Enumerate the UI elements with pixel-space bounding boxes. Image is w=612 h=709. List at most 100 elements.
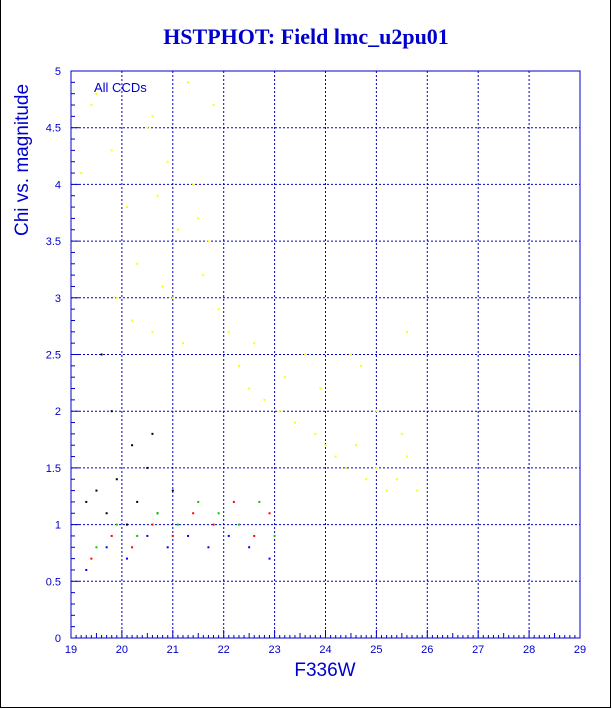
scatter-point-blue	[105, 546, 108, 549]
scatter-point-yellow	[181, 342, 184, 345]
scatter-point-yellow	[405, 330, 408, 333]
scatter-point-yellow	[95, 92, 98, 95]
scatter-point-blue	[85, 568, 88, 571]
scatter-point-black	[125, 523, 128, 526]
scatter-point-yellow	[207, 240, 210, 243]
x-axis-title: F336W	[294, 660, 355, 681]
scatter-point-yellow	[400, 432, 403, 435]
scatter-point-yellow	[217, 308, 220, 311]
scatter-point-yellow	[125, 206, 128, 209]
scatter-point-red	[212, 523, 215, 526]
scatter-point-black	[136, 500, 139, 503]
scatter-point-yellow	[365, 478, 368, 481]
x-tick-label: 22	[218, 644, 230, 656]
scatter-point-yellow	[253, 342, 256, 345]
scatter-point-yellow	[319, 387, 322, 390]
scatter-point-yellow	[202, 274, 205, 277]
scatter-point-black	[105, 512, 108, 515]
scatter-point-yellow	[212, 104, 215, 107]
y-tick-label: 4	[55, 179, 61, 191]
scatter-point-blue	[227, 534, 230, 537]
scatter-point-yellow	[395, 478, 398, 481]
scatter-point-yellow	[237, 364, 240, 367]
scatter-point-black	[100, 353, 103, 356]
scatter-point-black	[171, 489, 174, 492]
scatter-point-red	[110, 534, 113, 537]
x-tick-label: 20	[116, 644, 128, 656]
scatter-point-yellow	[171, 296, 174, 299]
x-tick-label: 21	[167, 644, 179, 656]
scatter-point-black	[131, 444, 134, 447]
y-tick-label: 1.5	[46, 463, 61, 475]
scatter-point-yellow	[278, 410, 281, 413]
scatter-point-yellow	[334, 455, 337, 458]
x-tick-label: 27	[472, 644, 484, 656]
scatter-point-blue	[125, 557, 128, 560]
scatter-point-red	[268, 512, 271, 515]
y-tick-label: 0	[55, 633, 61, 645]
scatter-point-yellow	[416, 489, 419, 492]
scatter-point-black	[110, 410, 113, 413]
scatter-point-black	[151, 432, 154, 435]
y-tick-label: 3	[55, 293, 61, 305]
scatter-point-yellow	[375, 410, 378, 413]
y-tick-label: 1	[55, 520, 61, 532]
y-tick-label: 4.5	[46, 123, 61, 135]
x-tick-label: 28	[523, 644, 535, 656]
scatter-point-yellow	[136, 262, 139, 265]
scatter-point-blue	[248, 546, 251, 549]
scatter-point-yellow	[355, 444, 358, 447]
y-tick-label: 0.5	[46, 576, 61, 588]
scatter-point-black	[115, 478, 118, 481]
scatter-point-red	[90, 557, 93, 560]
grid-lines	[71, 71, 580, 638]
scatter-point-yellow	[115, 296, 118, 299]
scatter-point-yellow	[405, 455, 408, 458]
scatter-point-yellow	[304, 353, 307, 356]
scatter-point-red	[192, 512, 195, 515]
scatter-point-yellow	[90, 104, 93, 107]
scatter-point-yellow	[187, 81, 190, 84]
scatter-point-green	[95, 546, 98, 549]
y-tick-labels: 0 0.5 1 1.5 2 2.5 3 3.5 4 4.5 5	[46, 66, 61, 645]
scatter-point-black	[85, 500, 88, 503]
tick-marks	[70, 70, 581, 639]
scatter-point-yellow	[293, 421, 296, 424]
scatter-point-yellow	[360, 364, 363, 367]
scatter-point-blue	[207, 546, 210, 549]
scatter-point-yellow	[176, 228, 179, 231]
y-tick-label: 2	[55, 406, 61, 418]
x-tick-label: 29	[574, 644, 586, 656]
scatter-point-yellow	[227, 330, 230, 333]
scatter-point-black	[95, 489, 98, 492]
scatter-point-green	[176, 523, 179, 526]
x-tick-labels: 19 20 21 22 23 24 25 26 27 28 29	[65, 644, 586, 656]
scatter-point-yellow	[151, 115, 154, 118]
scatter-point-red	[232, 500, 235, 503]
scatter-point-yellow	[192, 183, 195, 186]
scatter-point-yellow	[248, 387, 251, 390]
scatter-point-yellow	[146, 126, 149, 129]
scatter-points	[80, 81, 419, 571]
scatter-point-yellow	[110, 149, 113, 152]
scatter-point-green	[258, 500, 261, 503]
chart-annotation: All CCDs	[94, 80, 147, 95]
y-tick-label: 2.5	[46, 350, 61, 362]
scatter-point-yellow	[375, 466, 378, 469]
x-tick-label: 25	[370, 644, 382, 656]
scatter-point-green	[273, 534, 276, 537]
scatter-point-yellow	[349, 353, 352, 356]
x-tick-label: 19	[65, 644, 77, 656]
scatter-point-yellow	[166, 160, 169, 163]
scatter-point-yellow	[344, 466, 347, 469]
scatter-point-yellow	[131, 319, 134, 322]
scatter-point-blue	[166, 546, 169, 549]
y-tick-label: 5	[55, 66, 61, 78]
scatter-point-yellow	[197, 217, 200, 220]
scatter-point-green	[237, 523, 240, 526]
scatter-point-yellow	[161, 285, 164, 288]
x-tick-label: 26	[421, 644, 433, 656]
scatter-point-green	[136, 534, 139, 537]
